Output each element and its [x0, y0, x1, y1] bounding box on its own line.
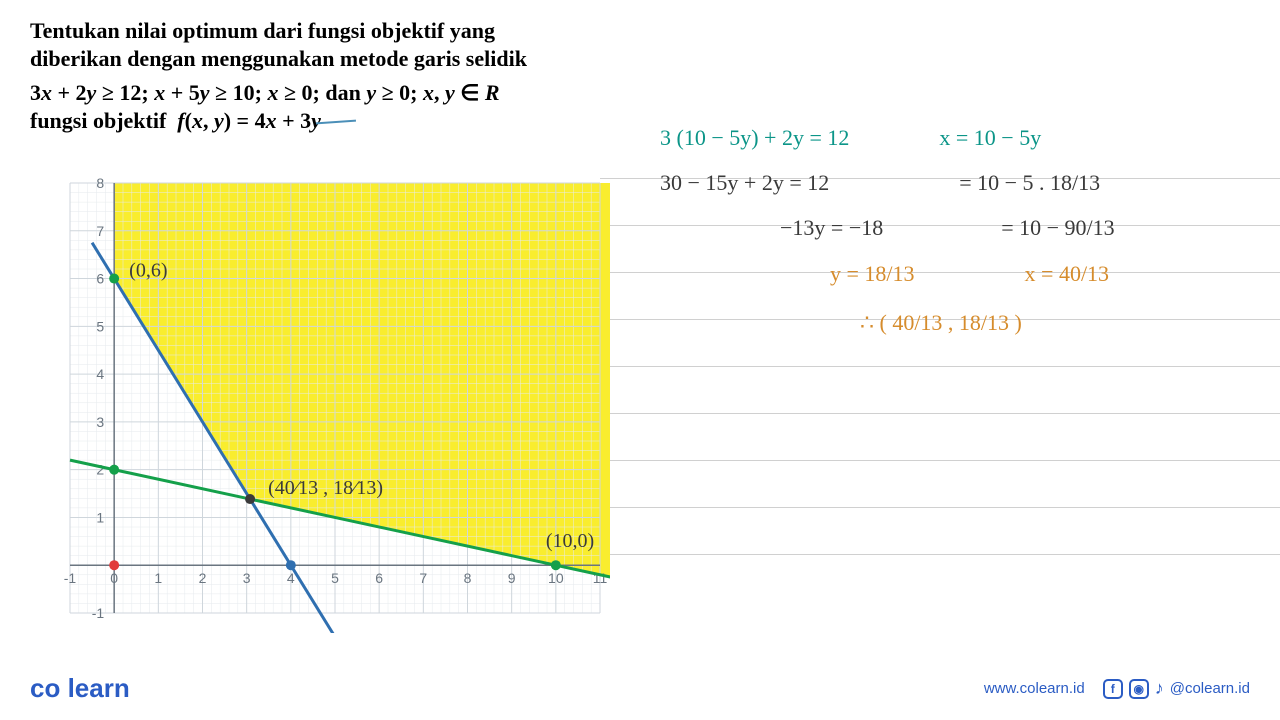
facebook-icon: f — [1103, 679, 1123, 699]
svg-text:(40⁄13 , 18⁄13): (40⁄13 , 18⁄13) — [268, 477, 383, 499]
social-icons: f ◉ ♪ @colearn.id — [1103, 678, 1250, 699]
constraints: 3x + 2y ≥ 12; x + 5y ≥ 10; x ≥ 0; dan y … — [30, 80, 527, 106]
svg-text:-1: -1 — [92, 605, 105, 621]
tiktok-icon: ♪ — [1155, 678, 1164, 699]
handwritten-work: 3 (10 − 5y) + 2y = 12 x = 10 − 5y 30 − 1… — [660, 120, 1240, 340]
svg-text:5: 5 — [96, 318, 104, 334]
work-result: ∴ ( 40/13 , 18/13 ) — [860, 305, 1240, 340]
svg-text:(10,0): (10,0) — [546, 530, 594, 552]
work-r4a: y = 18/13 — [830, 256, 915, 291]
footer-url: www.colearn.id — [984, 680, 1085, 697]
logo-part-b: learn — [68, 673, 130, 703]
problem-line-1: Tentukan nilai optimum dari fungsi objek… — [30, 18, 527, 44]
work-r3b: = 10 − 90/13 — [1001, 210, 1114, 245]
svg-text:3: 3 — [243, 570, 251, 586]
svg-text:8: 8 — [464, 570, 472, 586]
problem-line-2: diberikan dengan menggunakan metode gari… — [30, 46, 527, 72]
footer: co learn www.colearn.id f ◉ ♪ @colearn.i… — [30, 673, 1250, 704]
svg-text:2: 2 — [199, 570, 207, 586]
svg-text:7: 7 — [96, 223, 104, 239]
svg-text:1: 1 — [96, 509, 104, 525]
svg-text:10: 10 — [548, 570, 564, 586]
brand-logo: co learn — [30, 673, 130, 704]
svg-text:8: 8 — [96, 178, 104, 191]
svg-text:6: 6 — [96, 271, 104, 287]
logo-part-a: co — [30, 673, 60, 703]
svg-text:2: 2 — [96, 462, 104, 478]
work-r1b: x = 10 − 5y — [939, 120, 1041, 155]
objective-function: fungsi objektif f(x, y) = 4x + 3y — [30, 108, 527, 134]
graph: -101234567891011-112345678(0,6)(40⁄13 , … — [30, 178, 610, 648]
svg-text:7: 7 — [419, 570, 427, 586]
work-r2a: 30 − 15y + 2y = 12 — [660, 165, 829, 200]
svg-text:5: 5 — [331, 570, 339, 586]
svg-text:9: 9 — [508, 570, 516, 586]
svg-text:(0,6): (0,6) — [129, 260, 167, 282]
footer-handle: @colearn.id — [1170, 680, 1250, 697]
work-r2b: = 10 − 5 . 18/13 — [959, 165, 1100, 200]
instagram-icon: ◉ — [1129, 679, 1149, 699]
work-r3a: −13y = −18 — [780, 210, 883, 245]
work-r4b: x = 40/13 — [1025, 256, 1110, 291]
work-r1a: 3 (10 − 5y) + 2y = 12 — [660, 120, 849, 155]
svg-text:4: 4 — [96, 366, 104, 382]
svg-text:6: 6 — [375, 570, 383, 586]
svg-text:0: 0 — [110, 570, 118, 586]
svg-text:1: 1 — [154, 570, 162, 586]
problem-statement: Tentukan nilai optimum dari fungsi objek… — [30, 18, 527, 134]
svg-text:-1: -1 — [64, 570, 77, 586]
graph-svg: -101234567891011-112345678(0,6)(40⁄13 , … — [30, 178, 610, 648]
svg-text:3: 3 — [96, 414, 104, 430]
